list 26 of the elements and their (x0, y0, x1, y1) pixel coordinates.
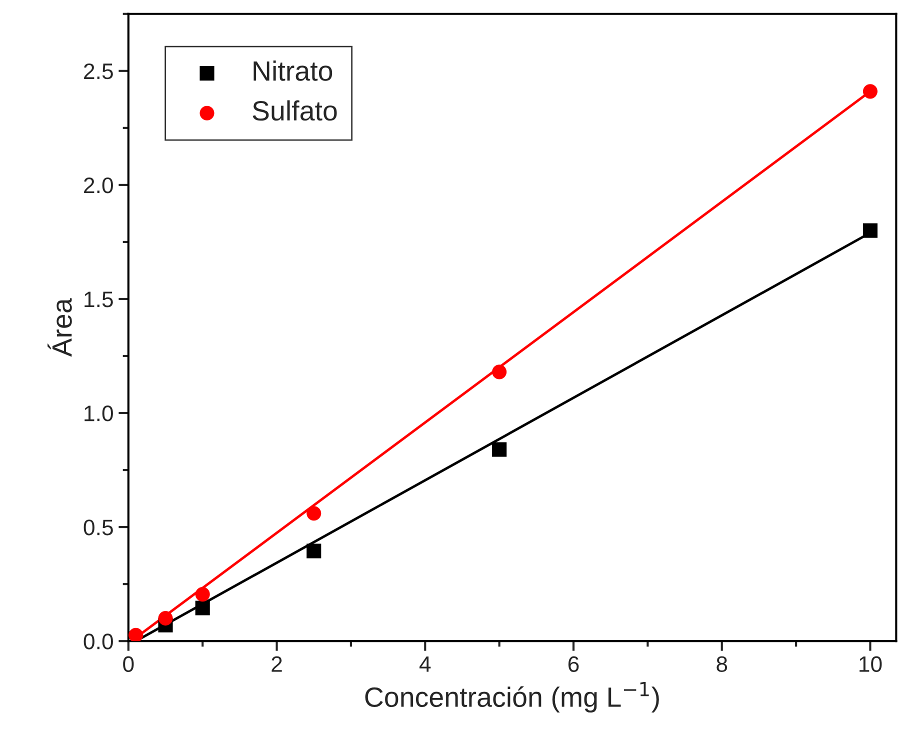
x-tick-label: 0 (123, 656, 134, 672)
y-tick-label: 0.5 (84, 520, 113, 536)
y-tick-label: 2.0 (84, 177, 113, 194)
x-tick-label: 6 (568, 656, 579, 672)
x-tick-label: 10 (860, 656, 882, 672)
y-axis-title: Área (48, 298, 72, 357)
point (195, 600, 210, 616)
point (306, 506, 322, 521)
point (128, 628, 144, 642)
x-tick-label: 4 (419, 656, 431, 672)
point (492, 364, 507, 380)
y-tick-label: 0.0 (84, 634, 113, 650)
point (195, 587, 210, 602)
x-tick-label: 2 (272, 656, 282, 672)
y-tick-label: 1.5 (84, 292, 113, 308)
point (306, 544, 322, 558)
point (862, 223, 878, 238)
x-axis-title: Concentración (mg L$^{−1}$) (365, 682, 659, 713)
legend-label: Nitrato (254, 60, 332, 81)
point (862, 84, 878, 99)
point (158, 610, 173, 626)
legend-label: Sulfato (252, 100, 337, 121)
x-tick-label: 8 (716, 656, 728, 672)
y-tick-label: 2.5 (84, 63, 113, 80)
point (492, 442, 507, 457)
y-tick-label: 1.0 (84, 406, 113, 422)
